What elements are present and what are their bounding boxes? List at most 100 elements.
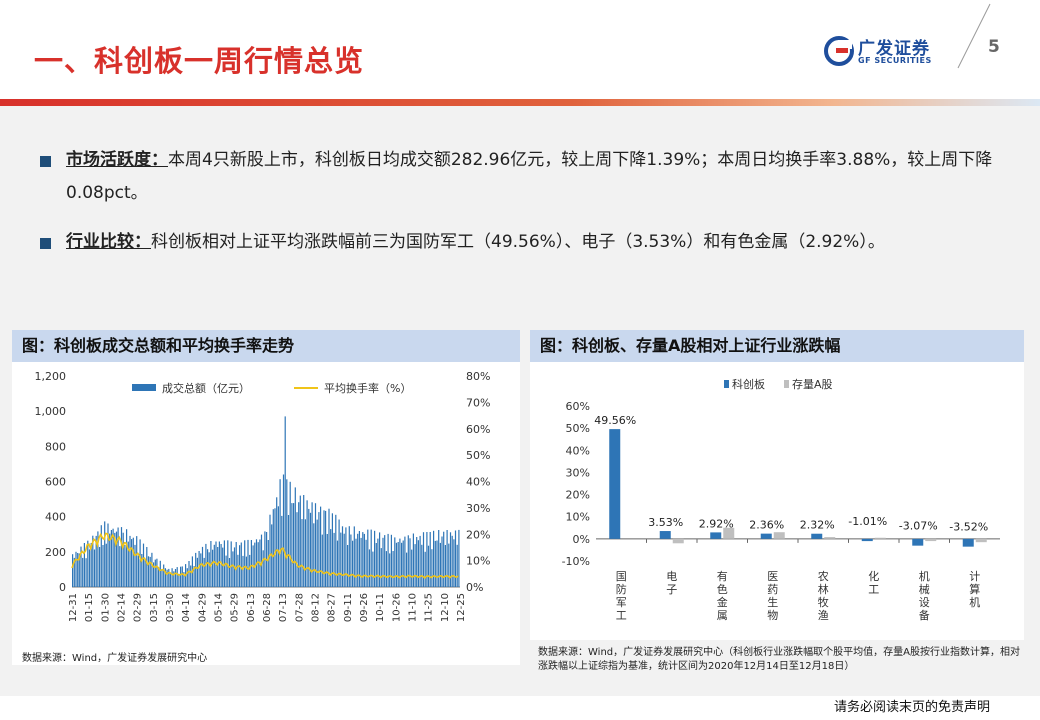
bar-kechuang bbox=[912, 538, 924, 546]
turnover-bar bbox=[225, 555, 227, 587]
category-label: 电子 bbox=[666, 570, 677, 596]
turnover-bar bbox=[377, 538, 379, 587]
turnover-bar bbox=[279, 479, 281, 587]
turnover-bar bbox=[232, 551, 234, 587]
turnover-bar bbox=[242, 555, 244, 587]
left-chart-panel: 图：科创板成交总额和平均换手率走势 0 200 400 600 800 1,000 1,20… bbox=[12, 330, 520, 665]
bar-kechuang bbox=[710, 532, 722, 539]
y-right-tick-label: 0% bbox=[466, 581, 483, 594]
turnover-bar bbox=[276, 497, 278, 587]
turnover-bar bbox=[407, 535, 409, 587]
turnover-bar bbox=[173, 571, 175, 587]
turnover-bar bbox=[338, 519, 340, 587]
turnover-bar bbox=[453, 539, 455, 587]
x-tick-label: 08-12 bbox=[311, 593, 322, 622]
y-left-tick-label: 1,200 bbox=[35, 370, 67, 383]
turnover-bar bbox=[115, 531, 118, 587]
y-tick-label: 50% bbox=[566, 422, 590, 435]
turnover-bar bbox=[222, 547, 224, 587]
turnover-bar bbox=[326, 534, 328, 587]
turnover-bar bbox=[250, 540, 252, 587]
turnover-bar bbox=[154, 559, 156, 587]
turnover-bar bbox=[304, 519, 306, 587]
turnover-bar bbox=[193, 566, 195, 587]
x-tick-label: 06-13 bbox=[246, 593, 257, 622]
turnover-bar bbox=[444, 545, 446, 587]
turnover-bar bbox=[90, 543, 92, 587]
data-label: -3.07% bbox=[899, 520, 938, 533]
turnover-bar bbox=[281, 515, 283, 587]
category-label: 农林牧渔 bbox=[818, 569, 829, 622]
turnover-bar bbox=[340, 532, 342, 587]
turnover-bar bbox=[363, 533, 365, 587]
turnover-bar bbox=[389, 553, 391, 587]
turnover-bar bbox=[282, 474, 285, 587]
y-left-tick-label: 600 bbox=[45, 476, 66, 489]
turnover-bar bbox=[380, 548, 382, 587]
turnover-bar bbox=[298, 502, 300, 587]
x-tick-label: 04-14 bbox=[181, 593, 192, 622]
turnover-bar bbox=[267, 540, 269, 587]
turnover-bar bbox=[426, 532, 428, 587]
turnover-bar bbox=[73, 557, 75, 587]
turnover-bar bbox=[168, 568, 170, 587]
turnover-bar bbox=[217, 547, 219, 587]
turnover-bar bbox=[99, 547, 101, 587]
legend-label-kechuang: 科创板 bbox=[732, 377, 765, 391]
logo-mark-icon bbox=[824, 36, 854, 66]
turnover-bar bbox=[85, 558, 87, 587]
right-chart-title: 图：科创板、存量A股相对上证行业涨跌幅 bbox=[530, 330, 1024, 362]
right-chart-source: 数据来源：Wind，广发证券发展研究中心（科创板行业涨跌幅取个股平均值，存量A股… bbox=[538, 647, 1020, 672]
left-chart-title: 图：科创板成交总额和平均换手率走势 bbox=[12, 330, 520, 362]
x-tick-label: 05-14 bbox=[214, 593, 225, 622]
turnover-bar bbox=[411, 549, 413, 587]
turnover-bar bbox=[102, 545, 104, 587]
bullet-square-icon bbox=[40, 156, 51, 167]
turnover-bar bbox=[419, 535, 421, 587]
turnover-bar bbox=[421, 544, 423, 587]
turnover-bar bbox=[328, 508, 330, 587]
turnover-bar bbox=[394, 537, 396, 587]
y-left-tick-label: 0 bbox=[59, 581, 66, 594]
turnover-bar bbox=[390, 534, 392, 587]
turnover-bar bbox=[260, 534, 263, 587]
bar-kechuang bbox=[861, 538, 873, 542]
turnover-bar bbox=[277, 506, 279, 587]
y-right-tick-label: 10% bbox=[466, 555, 490, 568]
turnover-bar bbox=[104, 521, 106, 587]
turnover-bar bbox=[446, 530, 448, 587]
y-right-tick-label: 80% bbox=[466, 370, 490, 383]
turnover-bar bbox=[454, 530, 457, 587]
turnover-bar bbox=[127, 541, 129, 587]
turnover-bar bbox=[347, 545, 349, 587]
turnover-bar bbox=[93, 549, 96, 587]
bar-kechuang bbox=[962, 538, 974, 547]
turnover-bar bbox=[112, 528, 114, 587]
x-tick-label: 02-14 bbox=[117, 593, 128, 622]
turnover-bar bbox=[375, 543, 377, 587]
turnover-bar bbox=[169, 572, 171, 587]
bullet-label: 行业比较： bbox=[66, 232, 151, 252]
turnover-bar bbox=[149, 556, 151, 587]
turnover-bar bbox=[117, 527, 119, 587]
turnover-bar bbox=[176, 567, 178, 587]
y-tick-label: 20% bbox=[566, 489, 590, 502]
turnover-bar bbox=[404, 536, 406, 587]
turnover-bar bbox=[87, 540, 89, 587]
left-chart-source: 数据来源：Wind，广发证券发展研究中心 bbox=[22, 653, 208, 664]
turnover-bar bbox=[439, 542, 441, 587]
turnover-bar bbox=[314, 503, 317, 587]
turnover-bar bbox=[195, 552, 197, 587]
bullet-square-icon bbox=[40, 238, 51, 249]
turnover-bar bbox=[114, 532, 116, 587]
turnover-bar bbox=[129, 535, 131, 587]
x-tick-label: 09-11 bbox=[343, 593, 354, 622]
turnover-bar bbox=[163, 564, 165, 587]
turnover-bar bbox=[95, 535, 97, 587]
turnover-bar bbox=[392, 551, 394, 587]
turnover-bar bbox=[126, 529, 128, 587]
category-label: 医药生物 bbox=[767, 570, 778, 622]
turnover-bar bbox=[82, 557, 84, 587]
turnover-bar bbox=[183, 572, 185, 587]
bar-kechuang bbox=[609, 429, 621, 539]
